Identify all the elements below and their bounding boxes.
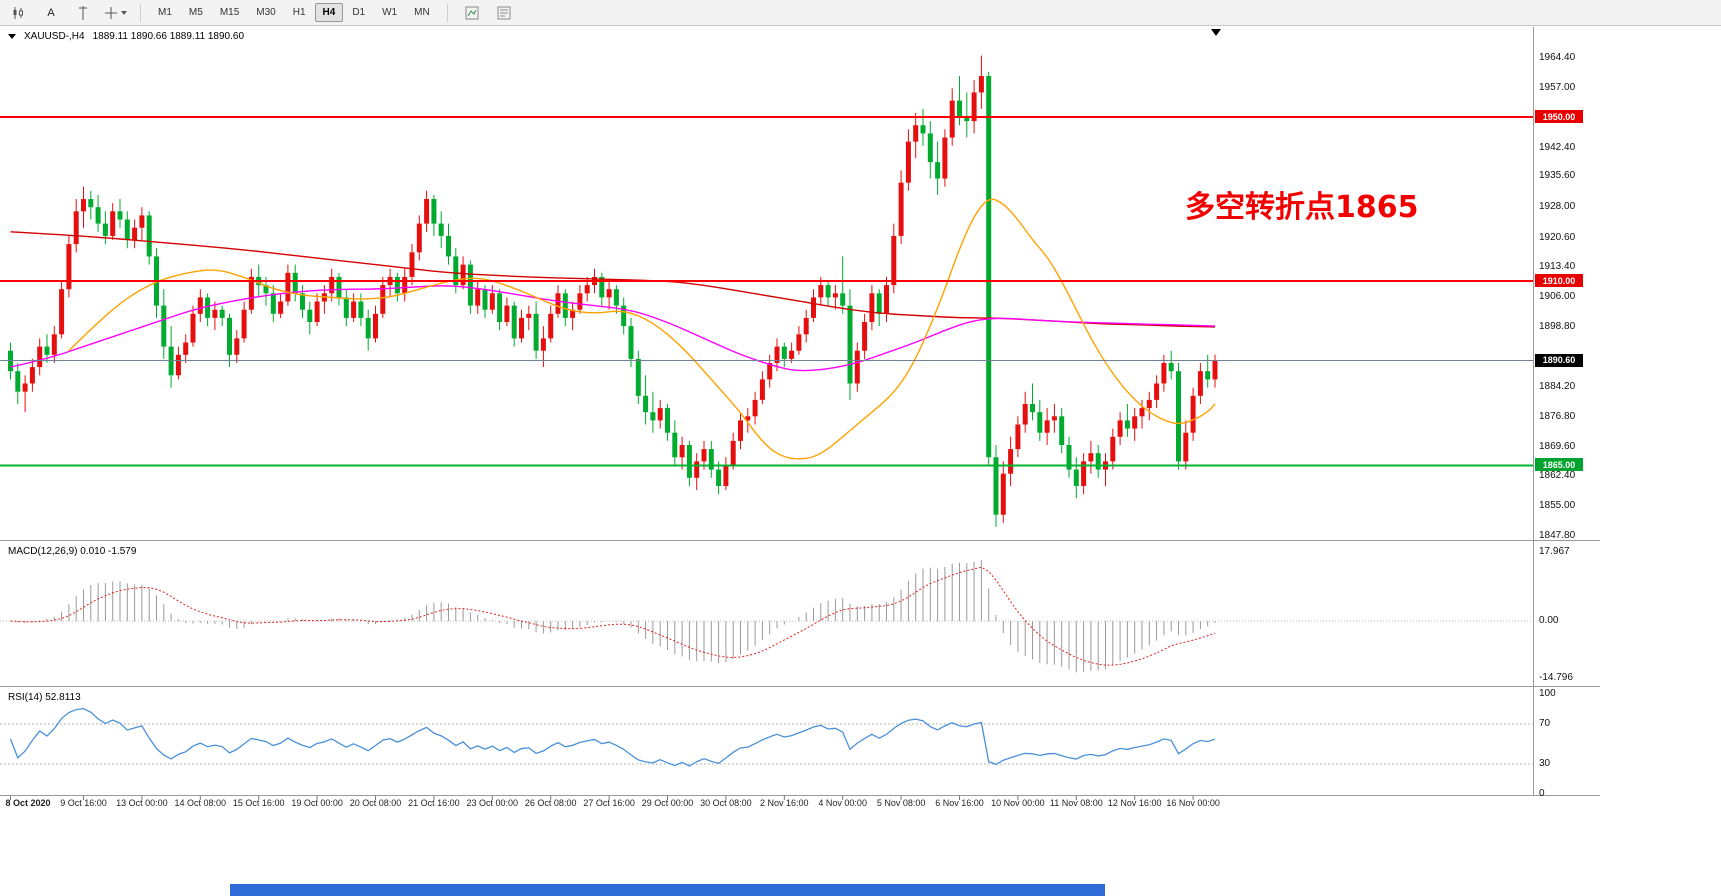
time-label: 5 Nov 08:00	[876, 798, 926, 808]
timeframe-W1[interactable]: W1	[382, 7, 398, 18]
timeframe-D1[interactable]: D1	[352, 7, 366, 18]
timeframe-M5[interactable]: M5	[188, 7, 203, 18]
ma-mid-magenta	[10, 285, 1216, 372]
time-label: 9 Oct 16:00	[60, 798, 107, 808]
macd-histogram	[17, 560, 1216, 673]
time-label: 13 Oct 00:00	[116, 798, 168, 808]
indicator-chart-icon	[465, 6, 479, 19]
ma-slow-red	[10, 231, 1216, 328]
macd-label: MACD(12,26,9) 0.010 -1.579	[8, 546, 136, 557]
time-axis[interactable]: 8 Oct 2020 9 Oct 16:00 13 Oct 00:00 14 Oct …	[0, 798, 1533, 812]
time-label: 21 Oct 16:00	[408, 798, 460, 808]
time-label: 16 Nov 00:00	[1166, 798, 1220, 808]
indicators-icon[interactable]	[457, 2, 487, 24]
candles[interactable]	[8, 55, 1218, 527]
chart-shift-marker[interactable]	[1211, 29, 1221, 36]
vertical-line-icon	[79, 5, 87, 20]
charts-icon[interactable]	[4, 2, 34, 24]
rsi-value: 52.8113	[45, 692, 81, 703]
crosshair-icon	[105, 6, 117, 19]
vertical-line-tool[interactable]	[68, 2, 98, 24]
symbol-dropdown-icon[interactable]	[8, 34, 16, 39]
rsi-label: RSI(14) 52.8113	[8, 692, 81, 703]
time-label: 19 Oct 00:00	[291, 798, 343, 808]
macd-signal-line	[10, 566, 1216, 666]
text-label-tool-glyph: A	[47, 6, 55, 19]
timeframe-H1[interactable]: H1	[292, 7, 306, 18]
time-label: 27 Oct 16:00	[583, 798, 635, 808]
time-label: 4 Nov 00:00	[818, 798, 867, 808]
template-doc-icon	[497, 6, 511, 19]
time-label: 20 Oct 08:00	[349, 798, 402, 808]
ohlc-values: 1889.11 1890.66 1889.11 1890.60	[92, 31, 245, 42]
time-label: 29 Oct 00:00	[641, 798, 694, 808]
time-label: 14 Oct 08:00	[174, 798, 227, 808]
template-icon[interactable]	[489, 2, 519, 24]
time-label: 12 Nov 16:00	[1107, 798, 1162, 808]
time-label: 2 Nov 16:00	[760, 798, 809, 808]
timeframe-H4[interactable]: H4	[314, 3, 344, 22]
time-label: 11 Nov 08:00	[1049, 798, 1103, 808]
time-label: 26 Oct 08:00	[524, 798, 577, 808]
caret-down-icon	[121, 10, 127, 15]
timeframe-MN[interactable]: MN	[414, 7, 430, 18]
rsi-line	[9, 707, 1216, 767]
time-label: 8 Oct 2020	[5, 798, 51, 808]
toolbar: A M1 M5 M15 M30 H1 H4 D1 W1 MN	[0, 0, 1721, 26]
toolbar-separator	[140, 3, 141, 22]
background-window-strip[interactable]	[230, 884, 1105, 896]
timeframe-M1[interactable]: M1	[158, 7, 172, 18]
time-label: 30 Oct 08:00	[700, 798, 752, 808]
macd-title: MACD(12,26,9)	[8, 546, 78, 557]
time-label: 10 Nov 00:00	[991, 798, 1045, 808]
ma-fast-orange	[68, 198, 1216, 460]
toolbar-separator	[446, 3, 448, 22]
timeframe-M30[interactable]: M30	[256, 7, 276, 18]
timeframe-group: M1 M5 M15 M30 H1 H4 D1 W1 MN	[150, 3, 438, 22]
crosshair-tool[interactable]	[100, 2, 131, 24]
macd-values: 0.010 -1.579	[80, 546, 137, 557]
time-label: 23 Oct 00:00	[466, 798, 519, 808]
symbol-period-label: XAUUSD-,H4	[24, 31, 85, 42]
symbol-info-line[interactable]: XAUUSD-,H4 1889.11 1890.66 1889.11 1890.…	[8, 31, 244, 42]
timeframe-M15[interactable]: M15	[219, 7, 240, 18]
candlestick-chart-icon	[13, 6, 23, 19]
chart-annotation[interactable]: 多空转折点1865	[1185, 190, 1419, 225]
time-label: 6 Nov 16:00	[935, 798, 984, 808]
time-label: 15 Oct 16:00	[232, 798, 285, 808]
rsi-title: RSI(14)	[8, 692, 43, 703]
text-label-tool[interactable]: A	[36, 2, 66, 24]
